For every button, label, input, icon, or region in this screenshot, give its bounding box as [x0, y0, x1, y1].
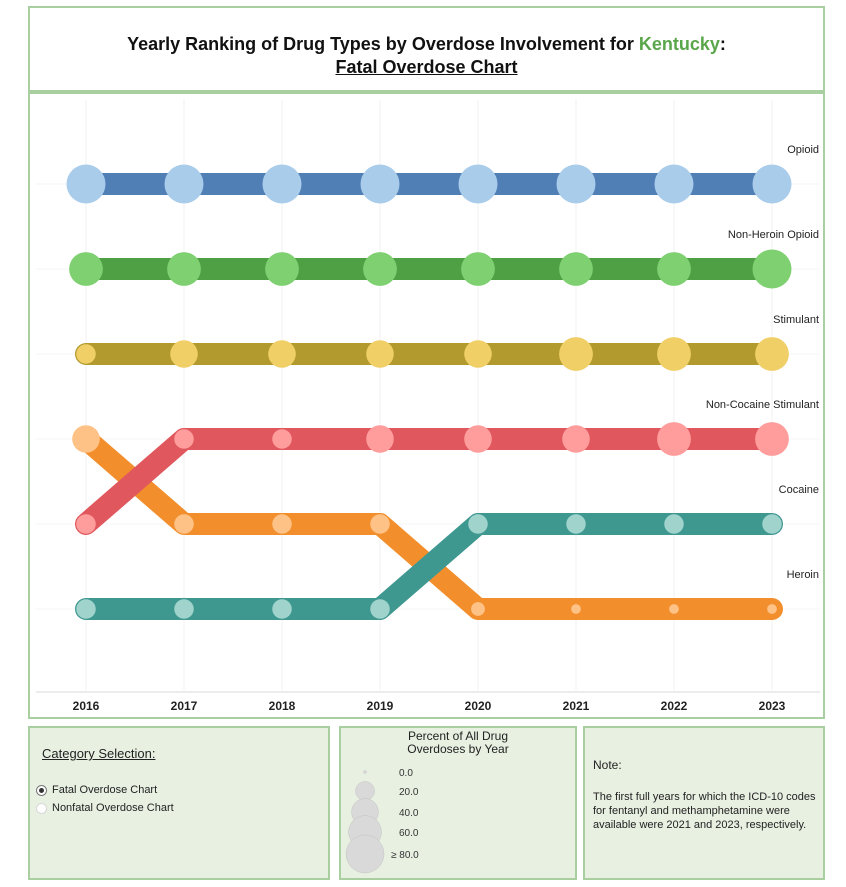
x-tick-label: 2017 — [171, 699, 198, 713]
series-label: Opioid — [787, 144, 819, 156]
series-label: Cocaine — [779, 484, 819, 496]
data-point — [468, 514, 488, 534]
data-point — [272, 514, 292, 534]
data-point — [265, 252, 299, 286]
data-point — [76, 344, 96, 364]
data-point — [164, 164, 204, 204]
data-point — [370, 514, 390, 534]
data-point — [360, 164, 400, 204]
chart-title-panel: Yearly Ranking of Drug Types by Overdose… — [28, 6, 825, 92]
note-panel: Note: The first full years for which the… — [583, 726, 825, 880]
title-suffix: : — [719, 34, 726, 54]
data-point — [268, 340, 296, 368]
radio-fatal-overdose[interactable]: Fatal Overdose Chart — [36, 784, 157, 796]
size-legend-label: 20.0 — [399, 787, 419, 798]
radio-fatal-label: Fatal Overdose Chart — [52, 784, 158, 796]
size-legend-label: ≥ 80.0 — [391, 850, 419, 861]
data-point — [458, 164, 498, 204]
data-point — [66, 164, 106, 204]
data-point — [566, 514, 586, 534]
size-legend-label: 0.0 — [399, 768, 413, 779]
size-legend-title-line1: Percent of All Drug — [407, 729, 509, 743]
x-tick-label: 2022 — [661, 699, 688, 713]
size-legend-title: Percent of All Drug Overdoses by Year — [341, 730, 575, 756]
chart-title: Yearly Ranking of Drug Types by Overdose… — [30, 34, 823, 55]
data-point — [174, 429, 194, 449]
data-point — [174, 514, 194, 534]
note-heading: Note: — [593, 758, 622, 772]
data-point — [669, 604, 679, 614]
data-point — [76, 599, 96, 619]
data-point — [370, 599, 390, 619]
x-tick-label: 2016 — [73, 699, 100, 713]
size-legend-circle — [355, 781, 375, 801]
series-label: Non-Heroin Opioid — [728, 229, 819, 241]
data-point — [664, 514, 684, 534]
data-point — [556, 164, 596, 204]
data-point — [657, 252, 691, 286]
bump-chart-panel: Opioid Non-Heroin Opioid Stimulant Non-Coca… — [28, 92, 825, 719]
x-tick-label: 2020 — [465, 699, 492, 713]
data-point — [69, 252, 103, 286]
series-line-cocaine — [75, 513, 783, 620]
series-label: Non-Cocaine Stimulant — [706, 399, 819, 411]
data-point — [461, 252, 495, 286]
data-point — [755, 422, 789, 456]
series-label: Stimulant — [773, 314, 819, 326]
data-point — [654, 164, 694, 204]
data-point — [657, 422, 691, 456]
title-state: Kentucky — [638, 34, 720, 54]
data-point — [752, 164, 792, 204]
x-tick-label: 2018 — [269, 699, 296, 713]
radio-nonfatal-overdose[interactable]: Nonfatal Overdose Chart — [36, 802, 174, 814]
data-point — [571, 604, 581, 614]
x-tick-label: 2023 — [759, 699, 786, 713]
x-tick-label: 2019 — [367, 699, 394, 713]
data-point — [762, 514, 782, 534]
data-point — [366, 425, 394, 453]
category-selection-heading: Category Selection: — [42, 746, 156, 761]
data-point — [657, 337, 691, 371]
title-prefix: Yearly Ranking of Drug Types by Overdose… — [127, 34, 639, 54]
data-point — [559, 337, 593, 371]
series-label: Heroin — [787, 569, 819, 581]
data-point — [366, 340, 394, 368]
radio-unchecked-icon[interactable] — [36, 802, 47, 814]
data-point — [272, 429, 292, 449]
data-point — [76, 514, 96, 534]
data-point — [562, 425, 590, 453]
data-point — [767, 604, 777, 614]
radio-nonfatal-label: Nonfatal Overdose Chart — [52, 802, 174, 814]
note-body: The first full years for which the ICD-1… — [593, 791, 816, 831]
data-point — [752, 249, 792, 289]
data-point — [755, 337, 789, 371]
size-legend-panel: Percent of All Drug Overdoses by Year 0.… — [339, 726, 577, 880]
data-point — [72, 425, 100, 453]
radio-checked-icon[interactable] — [36, 784, 47, 796]
size-legend-circle — [345, 834, 385, 874]
data-point — [559, 252, 593, 286]
data-point — [174, 599, 194, 619]
data-point — [272, 599, 292, 619]
size-legend-label: 60.0 — [399, 828, 419, 839]
data-point — [464, 425, 492, 453]
size-legend: 0.0 20.0 40.0 60.0 ≥ 80.0 — [345, 768, 419, 874]
data-point — [170, 340, 198, 368]
x-tick-label: 2021 — [563, 699, 590, 713]
data-point — [471, 602, 485, 616]
data-point — [464, 340, 492, 368]
category-selection-panel: Category Selection: Fatal Overdose Chart… — [28, 726, 330, 880]
size-legend-circle — [363, 770, 367, 774]
bump-chart: Opioid Non-Heroin Opioid Stimulant Non-Coca… — [36, 100, 820, 713]
data-point — [262, 164, 302, 204]
size-legend-title-line2: Overdoses by Year — [407, 742, 509, 756]
data-point — [167, 252, 201, 286]
size-legend-label: 40.0 — [399, 808, 419, 819]
data-point — [363, 252, 397, 286]
chart-subtitle: Fatal Overdose Chart — [335, 57, 518, 77]
